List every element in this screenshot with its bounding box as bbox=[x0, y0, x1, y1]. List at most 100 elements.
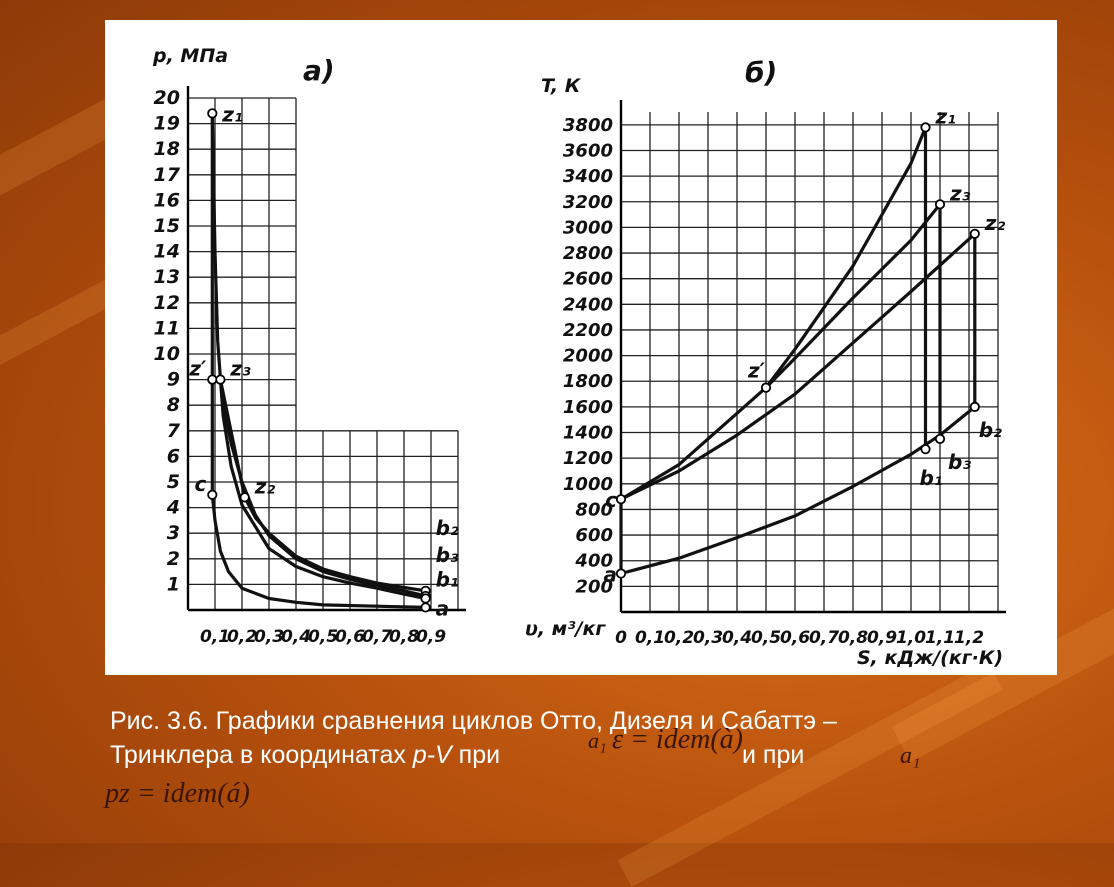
x-axis-label: υ, м³/кг bbox=[525, 618, 606, 640]
panel-label: б) bbox=[745, 56, 777, 89]
x-tick-label: 0 bbox=[615, 628, 627, 648]
curve-a-c bbox=[210, 494, 426, 609]
x-tick-label: 0,6 bbox=[780, 628, 810, 648]
caption-line-2b: при bbox=[451, 741, 501, 769]
point-label-a: a bbox=[436, 596, 450, 620]
formula-epsilon: ε = idem(à) bbox=[612, 724, 744, 755]
point-z₃ bbox=[934, 199, 946, 210]
figure-panel: 1 2 3 4 5 6 7 8 9 10 11 12 13 14 15 16 17 18 19 20 0,1 0,2 0,3… bbox=[105, 20, 1057, 675]
y-tick-label: 2400 bbox=[563, 294, 613, 315]
y-tick-label: 3400 bbox=[563, 166, 613, 187]
x-tick-label: 0,3 bbox=[693, 628, 723, 648]
y-axis-label: p, МПа bbox=[152, 45, 228, 67]
y-tick-label: 13 bbox=[154, 266, 180, 288]
point-b₁ bbox=[920, 444, 931, 455]
formula-pz: pz = idem(á) bbox=[105, 778, 250, 809]
point-z′ bbox=[760, 382, 772, 393]
y-tick-label: 400 bbox=[574, 551, 613, 572]
point-z₂ bbox=[969, 228, 980, 239]
point-z′ bbox=[207, 374, 218, 385]
point-label-z′: z′ bbox=[747, 359, 766, 383]
y-tick-label: 1600 bbox=[563, 397, 613, 418]
y-tick-label: 12 bbox=[154, 292, 180, 314]
x-tick-label: 0,1 bbox=[635, 628, 665, 648]
point-label-c: c bbox=[605, 488, 617, 512]
figure-caption: Рис. 3.6. Графики сравнения циклов Отто,… bbox=[110, 704, 1070, 772]
point-z₂ bbox=[239, 492, 250, 503]
y-tick-label: 17 bbox=[154, 164, 181, 186]
point-label-b₂: b₂ bbox=[979, 418, 1002, 442]
x-tick-label: 1,0 bbox=[896, 628, 926, 648]
panel-label: а) bbox=[303, 54, 335, 87]
point-c bbox=[207, 489, 218, 500]
y-tick-label: 4 bbox=[166, 497, 180, 519]
point-label-z₁: z₁ bbox=[935, 104, 956, 128]
point-label-c: c bbox=[194, 472, 206, 496]
point-a bbox=[420, 602, 431, 613]
y-tick-label: 10 bbox=[154, 343, 180, 365]
caption-line-2: Тринклера в координатах p-V при и при bbox=[110, 738, 1070, 772]
y-tick-label: 9 bbox=[167, 369, 180, 391]
y-tick-label: 3800 bbox=[563, 115, 613, 136]
y-tick-label: 20 bbox=[154, 87, 180, 109]
curve-z₃-b₃ bbox=[218, 379, 426, 598]
curve-z₃-z₂ bbox=[218, 379, 247, 498]
formula-a-small: a₁ bbox=[588, 728, 607, 753]
curve-z₂-b₂ bbox=[243, 496, 426, 593]
formula-a1: a₁ bbox=[900, 743, 921, 769]
y-tick-label: 14 bbox=[154, 241, 180, 263]
chart-svg: 12345678910111213141516171819200,10,20,3… bbox=[152, 45, 1006, 669]
y-tick-label: 1800 bbox=[563, 371, 613, 392]
point-z₁ bbox=[920, 122, 931, 133]
point-a bbox=[615, 568, 627, 579]
y-tick-label: 19 bbox=[154, 113, 180, 135]
point-label-b₃: b₃ bbox=[436, 543, 459, 567]
y-tick-label: 3200 bbox=[563, 192, 613, 213]
y-tick-label: 2000 bbox=[563, 346, 613, 367]
x-axis-label: S, кДж/(кг·К) bbox=[857, 647, 1003, 669]
y-axis-label: T, К bbox=[541, 75, 582, 97]
x-tick-label: 0,7 bbox=[809, 628, 839, 648]
point-label-z₁: z₁ bbox=[221, 102, 242, 126]
chart-pv: 12345678910111213141516171819200,10,20,3… bbox=[152, 45, 606, 647]
x-tick-label: 0,8 bbox=[838, 628, 868, 648]
point-b₂ bbox=[969, 401, 980, 412]
caption-line-2a: Тринклера в координатах bbox=[110, 741, 413, 769]
x-tick-label: 1,1 bbox=[925, 628, 955, 648]
point-z₃ bbox=[215, 374, 226, 385]
x-tick-label: 0,1 bbox=[200, 627, 230, 647]
x-tick-label: 0,5 bbox=[308, 627, 338, 647]
point-label-z′: z′ bbox=[188, 357, 207, 381]
y-tick-label: 3000 bbox=[563, 217, 613, 238]
y-tick-label: 600 bbox=[575, 525, 613, 546]
y-tick-label: 1400 bbox=[563, 423, 613, 444]
caption-pv: p-V bbox=[412, 741, 452, 769]
curve-z₁-b₁ bbox=[210, 113, 426, 601]
curve-z′-z₃ bbox=[764, 203, 942, 389]
y-tick-label: 2800 bbox=[563, 243, 613, 264]
y-tick-label: 5 bbox=[167, 471, 180, 493]
point-label-b₂: b₂ bbox=[436, 516, 459, 540]
point-label-z₃: z₃ bbox=[949, 181, 971, 205]
y-tick-label: 1 bbox=[167, 573, 180, 595]
y-tick-label: 1000 bbox=[563, 474, 613, 495]
y-tick-label: 8 bbox=[167, 394, 180, 416]
caption-line-2c: и при bbox=[742, 741, 805, 769]
y-tick-label: 7 bbox=[167, 420, 181, 442]
x-tick-label: 0,9 bbox=[416, 627, 446, 647]
x-tick-label: 0,4 bbox=[722, 628, 752, 648]
point-label-a: a bbox=[604, 563, 618, 587]
chart-ts: 200 400 600 800 1000 1200 1400 1600 1800 2000 2200… bbox=[541, 56, 1006, 669]
point-label-z₂: z₂ bbox=[254, 474, 276, 498]
y-tick-label: 15 bbox=[154, 215, 180, 237]
grid-lines-0 bbox=[187, 97, 459, 611]
x-tick-label: 0,7 bbox=[362, 627, 392, 647]
y-tick-label: 3 bbox=[167, 522, 180, 544]
point-label-b₃: b₃ bbox=[948, 450, 971, 474]
x-tick-label: 0,5 bbox=[751, 628, 781, 648]
y-tick-label: 800 bbox=[575, 499, 613, 520]
y-tick-label: 2600 bbox=[563, 269, 613, 290]
y-tick-label: 200 bbox=[575, 576, 613, 597]
x-tick-label: 0,3 bbox=[254, 627, 284, 647]
point-c bbox=[615, 494, 627, 505]
